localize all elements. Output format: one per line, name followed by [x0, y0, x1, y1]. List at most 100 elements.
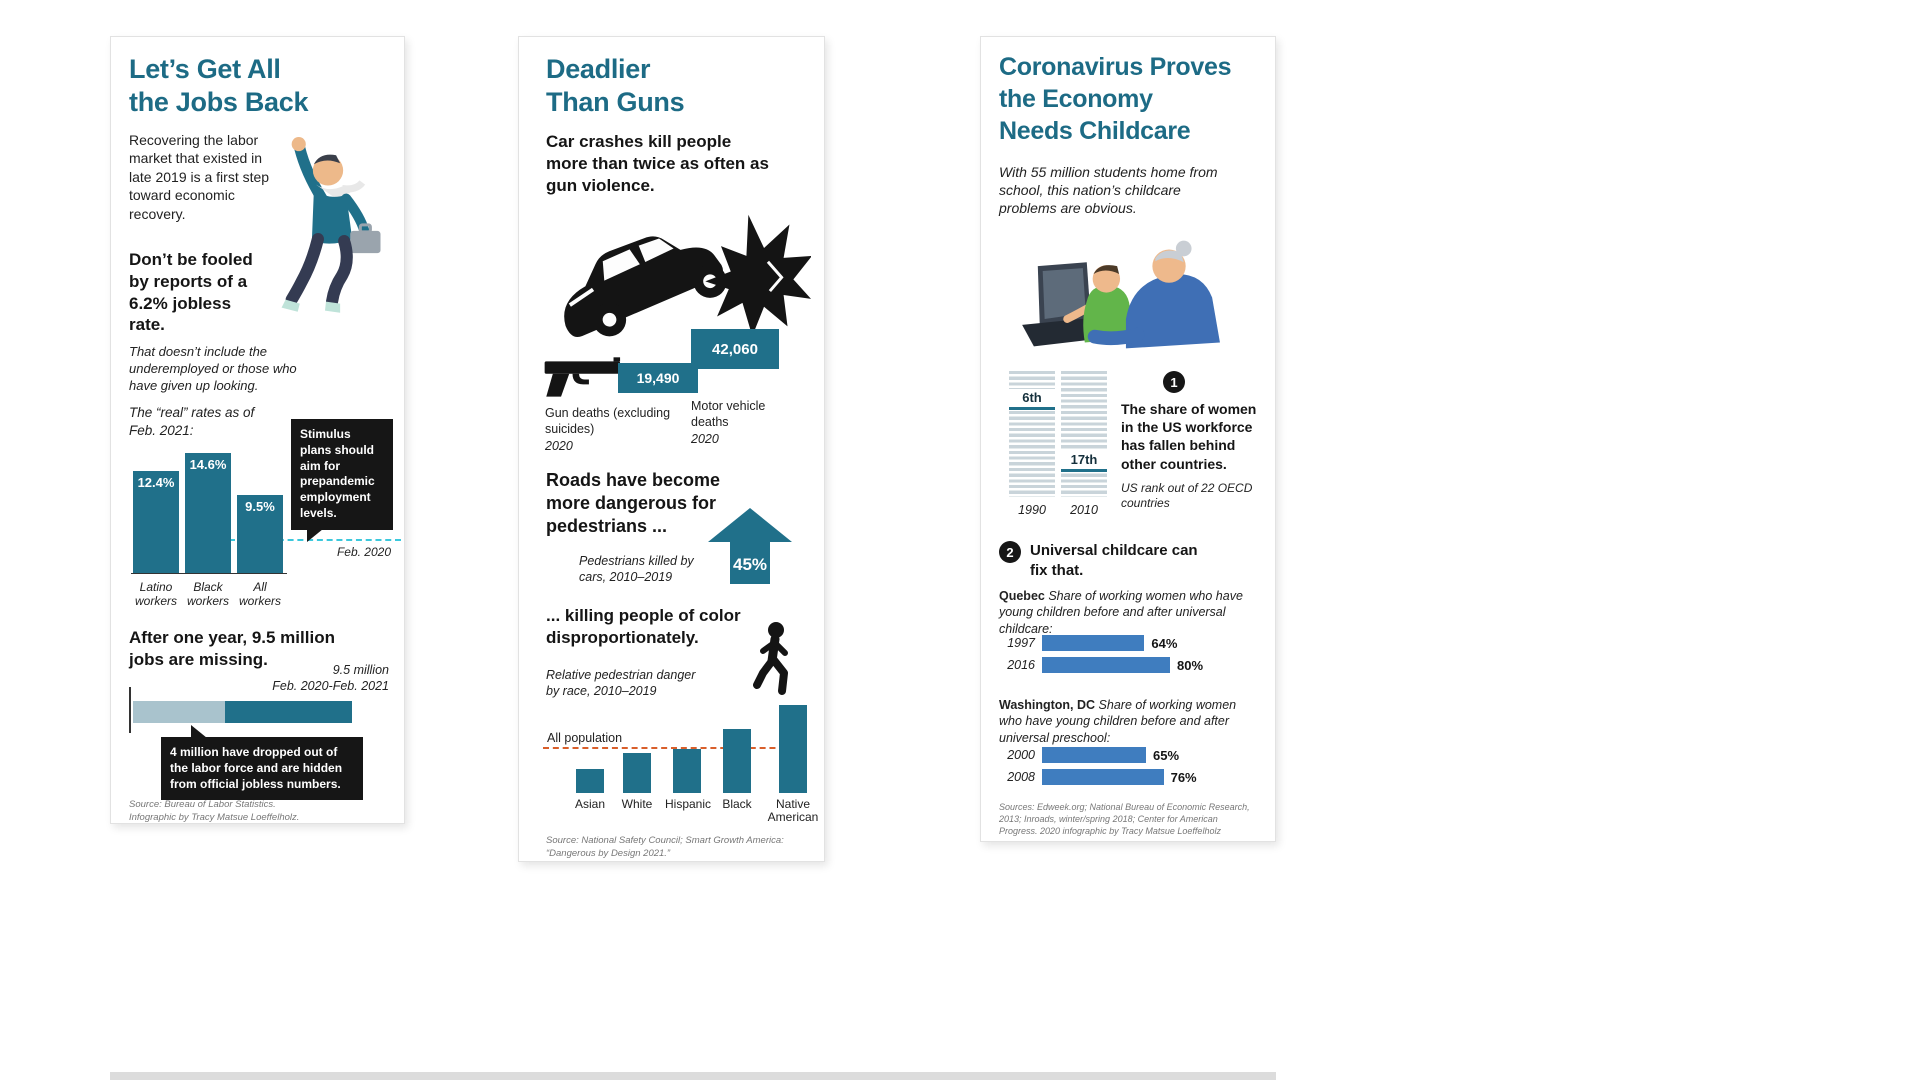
y-axis-line — [129, 687, 131, 733]
quebec-row-1997: 1997 64% — [999, 635, 1259, 651]
annotation-line: 9.5 million — [332, 663, 389, 677]
rank-note: US rank out of 22 OECD countries — [1121, 480, 1253, 511]
race-label: Native American — [767, 797, 819, 825]
dont-be-fooled-heading: Don’t be fooled by reports of a 6.2% job… — [129, 250, 253, 335]
race-col-asian: Asian — [571, 768, 609, 821]
title-line: Deadlier — [546, 54, 651, 84]
all-population-reference-line — [543, 747, 805, 749]
crashed-car-illustration — [564, 214, 811, 338]
race-col-black: Black — [718, 729, 756, 821]
pedestrian-icon — [753, 622, 788, 695]
bar-latino-workers: 12.4% — [133, 471, 179, 573]
x-label: All workers — [238, 580, 281, 609]
fooled-note: That doesn’t include the underemployed o… — [129, 344, 297, 393]
vehicle-deaths-value-bar: 42,060 — [691, 329, 779, 369]
point2-block: 2 Universal childcare can fix that. — [999, 541, 1229, 580]
x-axis-line — [131, 573, 287, 574]
bar-black-workers: 14.6% — [185, 453, 231, 573]
pedestrian-increase-value: 45% — [733, 555, 767, 574]
race-label: Hispanic — [665, 797, 712, 811]
rank-year-1990: 1990 — [1018, 503, 1046, 517]
workforce-rank-block: 6th 17th 1990 2010 1 The share of women … — [999, 371, 1261, 523]
race-bar — [623, 753, 651, 793]
category-label: Motor vehicle deaths — [691, 399, 766, 429]
pedestrians-killed-caption: Pedestrians killed by cars, 2010–2019 — [579, 554, 694, 585]
point1-block: 1 The share of women in the US workforce… — [1121, 371, 1261, 512]
guns-lead-text: Car crashes kill people more than twice … — [546, 132, 769, 195]
jobs-missing-bar — [133, 701, 381, 723]
gun-deaths-label: Gun deaths (excluding suicides) 2020 — [545, 406, 677, 455]
race-bar — [576, 768, 604, 793]
x-label: Black workers — [186, 580, 229, 609]
quebec-bars: 1997 64% 2016 80% — [999, 635, 1259, 679]
panel-guns-source: Source: National Safety Council; Smart G… — [546, 835, 784, 859]
panel-jobs: Let’s Get All the Jobs Back Recovering t… — [110, 36, 405, 824]
real-rates-title: The “real” rates as of Feb. 2021: — [129, 405, 255, 438]
source-line: Infographic by Tracy Matsue Loeffelholz. — [129, 811, 300, 823]
rank-column-1990: 6th — [1009, 371, 1055, 497]
jobs-missing-annotation: 9.5 million Feb. 2020-Feb. 2021 — [231, 663, 389, 694]
gun-deaths-value-bar: 19,490 — [618, 363, 698, 393]
point1-number-badge: 1 — [1163, 371, 1185, 393]
rank-label-1990: 6th — [1009, 389, 1055, 410]
race-label: Black — [722, 797, 752, 811]
row-value: 80% — [1177, 657, 1204, 673]
killing-heading: ... killing people of color disproportio… — [546, 606, 741, 647]
race-bars: Asian White Hispanic Black Native Americ… — [571, 705, 821, 825]
dc-desc-text: Share of working women who have young ch… — [999, 698, 1237, 745]
dropped-out-callout-text: 4 million have dropped out of the labor … — [170, 745, 343, 791]
callout-tail — [307, 528, 323, 542]
row-bar — [1042, 635, 1145, 651]
point2-number-badge: 2 — [999, 541, 1021, 563]
point2-text: Universal childcare can fix that. — [1030, 542, 1198, 579]
title-line: Than Guns — [546, 86, 685, 117]
bar-value-label: 14.6% — [189, 457, 227, 473]
jobs-intro-text: Recovering the labor market that existed… — [129, 132, 270, 222]
rank-label-2010: 17th — [1061, 451, 1107, 472]
quebec-desc: Quebec Share of working women who have y… — [999, 588, 1251, 637]
row-bar — [1042, 769, 1164, 785]
row-bar — [1042, 657, 1170, 673]
dc-row-2008: 2008 76% — [999, 769, 1259, 785]
race-danger-chart: All population Asian White Hispanic Bla — [543, 701, 818, 824]
row-value: 76% — [1170, 769, 1197, 785]
roads-heading: Roads have become more dangerous for ped… — [546, 470, 721, 537]
jumping-person-illustration — [281, 137, 381, 313]
bar-value-label: 9.5% — [245, 499, 275, 515]
jobs-missing-bar-chart — [129, 687, 381, 735]
page-below-edge — [110, 1072, 1276, 1080]
up-arrow-icon: 45% — [708, 508, 792, 584]
stimulus-callout: Stimulus plans should aim for prepandemi… — [291, 419, 393, 542]
panel-guns-title: Deadlier Than Guns — [546, 53, 685, 119]
x-label: Latino workers — [134, 580, 177, 609]
row-value: 64% — [1151, 635, 1178, 651]
real-rates-bars: 12.4% 14.6% 9.5% — [133, 453, 283, 573]
category-label: Gun deaths (excluding suicides) — [545, 406, 671, 436]
annotation-line: Feb. 2020-Feb. 2021 — [272, 678, 389, 693]
panel-childcare-sources: Sources: Edweek.org; National Bureau of … — [999, 802, 1250, 837]
panel-childcare-title: Coronavirus Proves the Economy Needs Chi… — [999, 51, 1231, 147]
stimulus-callout-text: Stimulus plans should aim for prepandemi… — [300, 427, 375, 521]
bar-value-label: 12.4% — [137, 475, 175, 491]
race-col-hispanic: Hispanic — [665, 749, 712, 821]
childcare-illustration — [1022, 240, 1220, 349]
dc-label: Washington, DC — [999, 698, 1096, 712]
race-bar — [723, 729, 751, 793]
row-year: 1997 — [1007, 636, 1035, 650]
row-year: 2008 — [1007, 770, 1035, 784]
source-line: Source: Bureau of Labor Statistics. — [129, 799, 276, 810]
vehicle-deaths-label: Motor vehicle deaths 2020 — [691, 399, 801, 448]
childcare-intro: With 55 million students home from schoo… — [999, 164, 1218, 217]
feb-2020-label: Feb. 2020 — [336, 545, 391, 559]
bar-segment-dropped-out — [133, 701, 225, 723]
quebec-desc-text: Share of working women who have young ch… — [999, 589, 1243, 636]
row-year: 2016 — [1007, 658, 1035, 672]
row-year: 2000 — [1007, 748, 1035, 762]
race-label: Asian — [574, 797, 606, 811]
title-line: Needs Childcare — [999, 117, 1191, 145]
panel-jobs-title: Let’s Get All the Jobs Back — [129, 53, 308, 119]
title-line: Let’s Get All — [129, 54, 281, 84]
dc-bars: 2000 65% 2008 76% — [999, 747, 1259, 791]
panel-jobs-source: Source: Bureau of Labor Statistics. Info… — [129, 799, 379, 825]
row-value: 65% — [1153, 747, 1180, 763]
